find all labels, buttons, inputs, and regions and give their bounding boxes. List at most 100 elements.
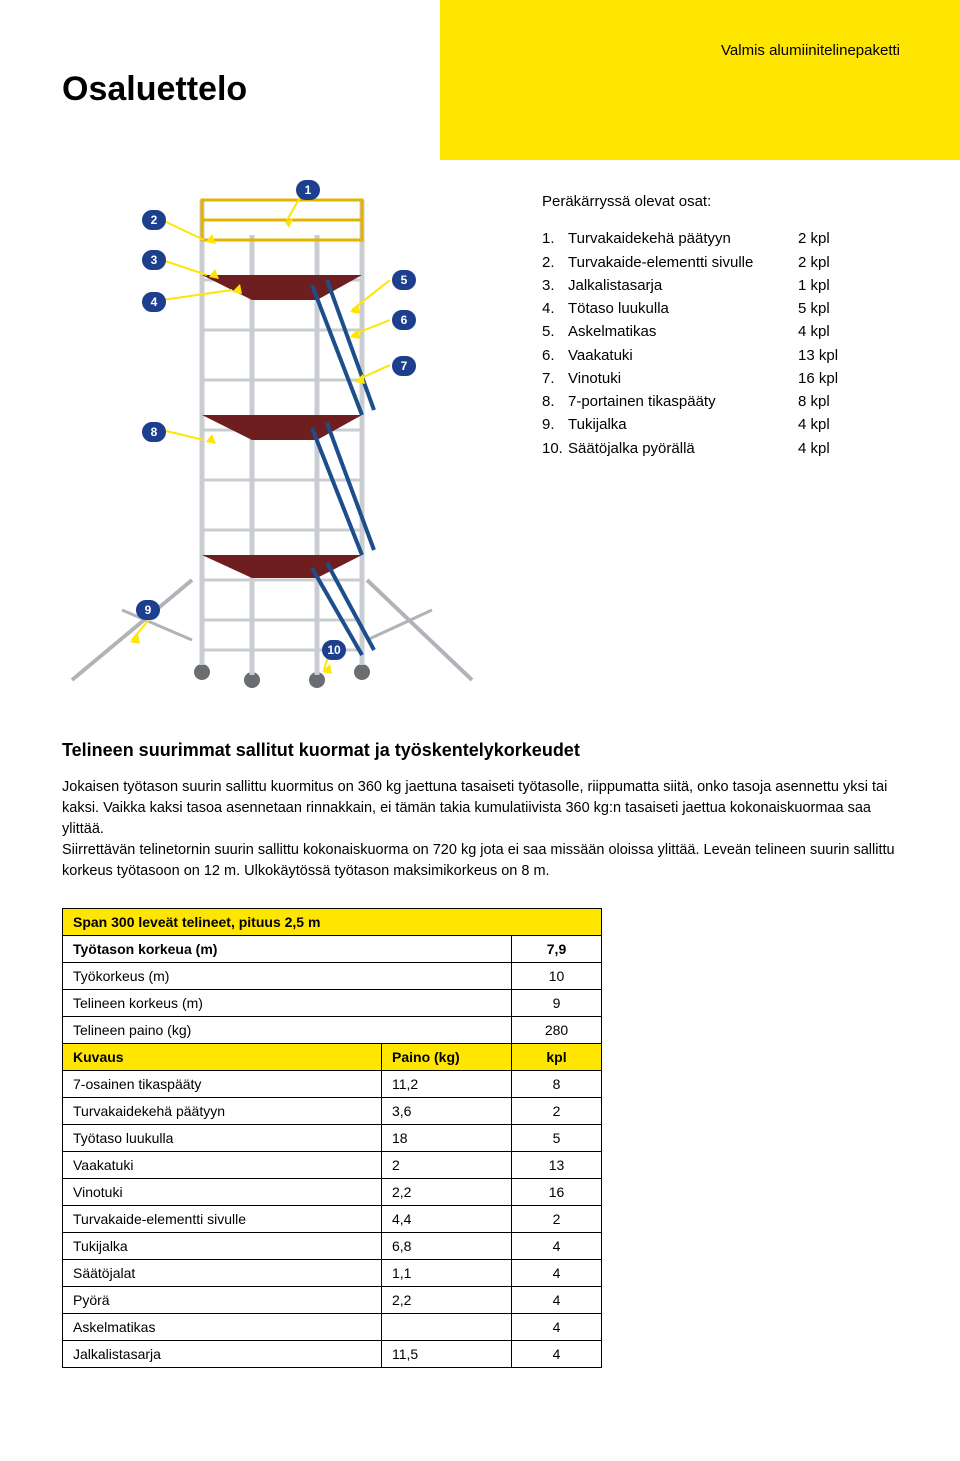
- parts-table: 1.Turvakaidekehä päätyyn2 kpl2.Turvakaid…: [542, 227, 858, 460]
- spec-header-label: Telineen paino (kg): [63, 1017, 512, 1044]
- spec-cell-paino: 11,5: [382, 1341, 512, 1368]
- diagram-badge-2: 2: [142, 210, 166, 230]
- diagram-badge-7: 7: [392, 356, 416, 376]
- spec-header-row: Telineen paino (kg)280: [63, 1017, 602, 1044]
- spec-table: Span 300 leveät telineet, pituus 2,5 m T…: [62, 908, 602, 1368]
- spec-cell-kuvaus: Tukijalka: [63, 1233, 382, 1260]
- spec-cell-kuvaus: Pyörä: [63, 1287, 382, 1314]
- diagram-badge-9: 9: [136, 600, 160, 620]
- spec-col-kpl: kpl: [512, 1044, 602, 1071]
- spec-cell-paino: 1,1: [382, 1260, 512, 1287]
- parts-qty: 1 kpl: [798, 274, 858, 297]
- spec-cell-kuvaus: Turvakaide-elementti sivulle: [63, 1206, 382, 1233]
- spec-header-row: Telineen korkeus (m)9: [63, 990, 602, 1017]
- parts-row: 1.Turvakaidekehä päätyyn2 kpl: [542, 227, 858, 250]
- parts-name: Tötaso luukulla: [568, 297, 798, 320]
- parts-qty: 4 kpl: [798, 413, 858, 436]
- parts-row: 9.Tukijalka4 kpl: [542, 413, 858, 436]
- parts-name: Askelmatikas: [568, 320, 798, 343]
- spec-cell-kuvaus: Vaakatuki: [63, 1152, 382, 1179]
- diagram-badge-5: 5: [392, 270, 416, 290]
- parts-qty: 5 kpl: [798, 297, 858, 320]
- parts-num: 6.: [542, 344, 568, 367]
- section-body: Jokaisen työtason suurin sallittu kuormi…: [62, 777, 898, 882]
- parts-qty: 8 kpl: [798, 390, 858, 413]
- parts-name: Jalkalistasarja: [568, 274, 798, 297]
- parts-row: 10.Säätöjalka pyörällä4 kpl: [542, 437, 858, 460]
- spec-cell-kpl: 4: [512, 1260, 602, 1287]
- spec-row: Vinotuki2,216: [63, 1179, 602, 1206]
- spec-col-kuvaus: Kuvaus: [63, 1044, 382, 1071]
- spec-row: Työtaso luukulla185: [63, 1125, 602, 1152]
- parts-heading: Peräkärryssä olevat osat:: [542, 190, 858, 213]
- spec-cell-kpl: 4: [512, 1233, 602, 1260]
- spec-row: 7-osainen tikaspääty11,28: [63, 1071, 602, 1098]
- spec-title-row: Span 300 leveät telineet, pituus 2,5 m: [63, 909, 602, 936]
- parts-row: 5.Askelmatikas4 kpl: [542, 320, 858, 343]
- spec-header-label: Työkorkeus (m): [63, 963, 512, 990]
- spec-cell-paino: 2: [382, 1152, 512, 1179]
- spec-cell-kpl: 13: [512, 1152, 602, 1179]
- spec-header-value: 280: [512, 1017, 602, 1044]
- spec-row: Tukijalka6,84: [63, 1233, 602, 1260]
- diagram-badge-3: 3: [142, 250, 166, 270]
- spec-row: Turvakaide-elementti sivulle4,42: [63, 1206, 602, 1233]
- spec-row: Säätöjalat1,14: [63, 1260, 602, 1287]
- spec-row: Askelmatikas 4: [63, 1314, 602, 1341]
- spec-row: Turvakaidekehä päätyyn3,62: [63, 1098, 602, 1125]
- spec-row: Jalkalistasarja11,54: [63, 1341, 602, 1368]
- spec-cell-kuvaus: Turvakaidekehä päätyyn: [63, 1098, 382, 1125]
- spec-cell-kpl: 4: [512, 1341, 602, 1368]
- parts-name: Säätöjalka pyörällä: [568, 437, 798, 460]
- spec-header-row: Työtason korkeua (m)7,9: [63, 936, 602, 963]
- spec-cell-kpl: 2: [512, 1206, 602, 1233]
- spec-cell-kuvaus: Jalkalistasarja: [63, 1341, 382, 1368]
- spec-header-label: Työtason korkeua (m): [63, 936, 512, 963]
- parts-qty: 2 kpl: [798, 227, 858, 250]
- spec-cell-paino: 3,6: [382, 1098, 512, 1125]
- parts-qty: 13 kpl: [798, 344, 858, 367]
- parts-listing: Peräkärryssä olevat osat: 1.Turvakaideke…: [542, 190, 858, 460]
- parts-name: Tukijalka: [568, 413, 798, 436]
- spec-cell-paino: 18: [382, 1125, 512, 1152]
- parts-num: 8.: [542, 390, 568, 413]
- parts-name: Vinotuki: [568, 367, 798, 390]
- parts-num: 2.: [542, 251, 568, 274]
- parts-name: Turvakaide-elementti sivulle: [568, 251, 798, 274]
- diagram-badge-1: 1: [296, 180, 320, 200]
- diagram-badge-4: 4: [142, 292, 166, 312]
- spec-cell-kpl: 4: [512, 1314, 602, 1341]
- parts-num: 5.: [542, 320, 568, 343]
- parts-num: 9.: [542, 413, 568, 436]
- scaffold-illustration: [62, 180, 482, 700]
- spec-row: Vaakatuki213: [63, 1152, 602, 1179]
- spec-header-label: Telineen korkeus (m): [63, 990, 512, 1017]
- parts-row: 8.7-portainen tikaspääty8 kpl: [542, 390, 858, 413]
- parts-row: 2.Turvakaide-elementti sivulle2 kpl: [542, 251, 858, 274]
- spec-cell-kpl: 5: [512, 1125, 602, 1152]
- spec-cell-paino: [382, 1314, 512, 1341]
- spec-cell-kuvaus: Työtaso luukulla: [63, 1125, 382, 1152]
- parts-num: 3.: [542, 274, 568, 297]
- spec-cell-paino: 2,2: [382, 1179, 512, 1206]
- spec-header-value: 10: [512, 963, 602, 990]
- parts-num: 10.: [542, 437, 568, 460]
- parts-row: 4.Tötaso luukulla5 kpl: [542, 297, 858, 320]
- parts-name: Vaakatuki: [568, 344, 798, 367]
- parts-qty: 16 kpl: [798, 367, 858, 390]
- spec-cell-kpl: 8: [512, 1071, 602, 1098]
- spec-cell-kuvaus: Askelmatikas: [63, 1314, 382, 1341]
- parts-num: 4.: [542, 297, 568, 320]
- spec-header-value: 7,9: [512, 936, 602, 963]
- spec-cell-paino: 4,4: [382, 1206, 512, 1233]
- parts-qty: 4 kpl: [798, 320, 858, 343]
- diagram-badge-8: 8: [142, 422, 166, 442]
- parts-row: 3.Jalkalistasarja1 kpl: [542, 274, 858, 297]
- spec-col-paino: Paino (kg): [382, 1044, 512, 1071]
- diagram-section: 1 2 3 4 5 6 7 8 9 10 Peräkärryssä olevat…: [62, 180, 898, 700]
- section-title: Telineen suurimmat sallitut kuormat ja t…: [62, 740, 898, 761]
- spec-row: Pyörä2,24: [63, 1287, 602, 1314]
- spec-cell-kuvaus: Vinotuki: [63, 1179, 382, 1206]
- spec-cell-kuvaus: 7-osainen tikaspääty: [63, 1071, 382, 1098]
- spec-cell-kpl: 2: [512, 1098, 602, 1125]
